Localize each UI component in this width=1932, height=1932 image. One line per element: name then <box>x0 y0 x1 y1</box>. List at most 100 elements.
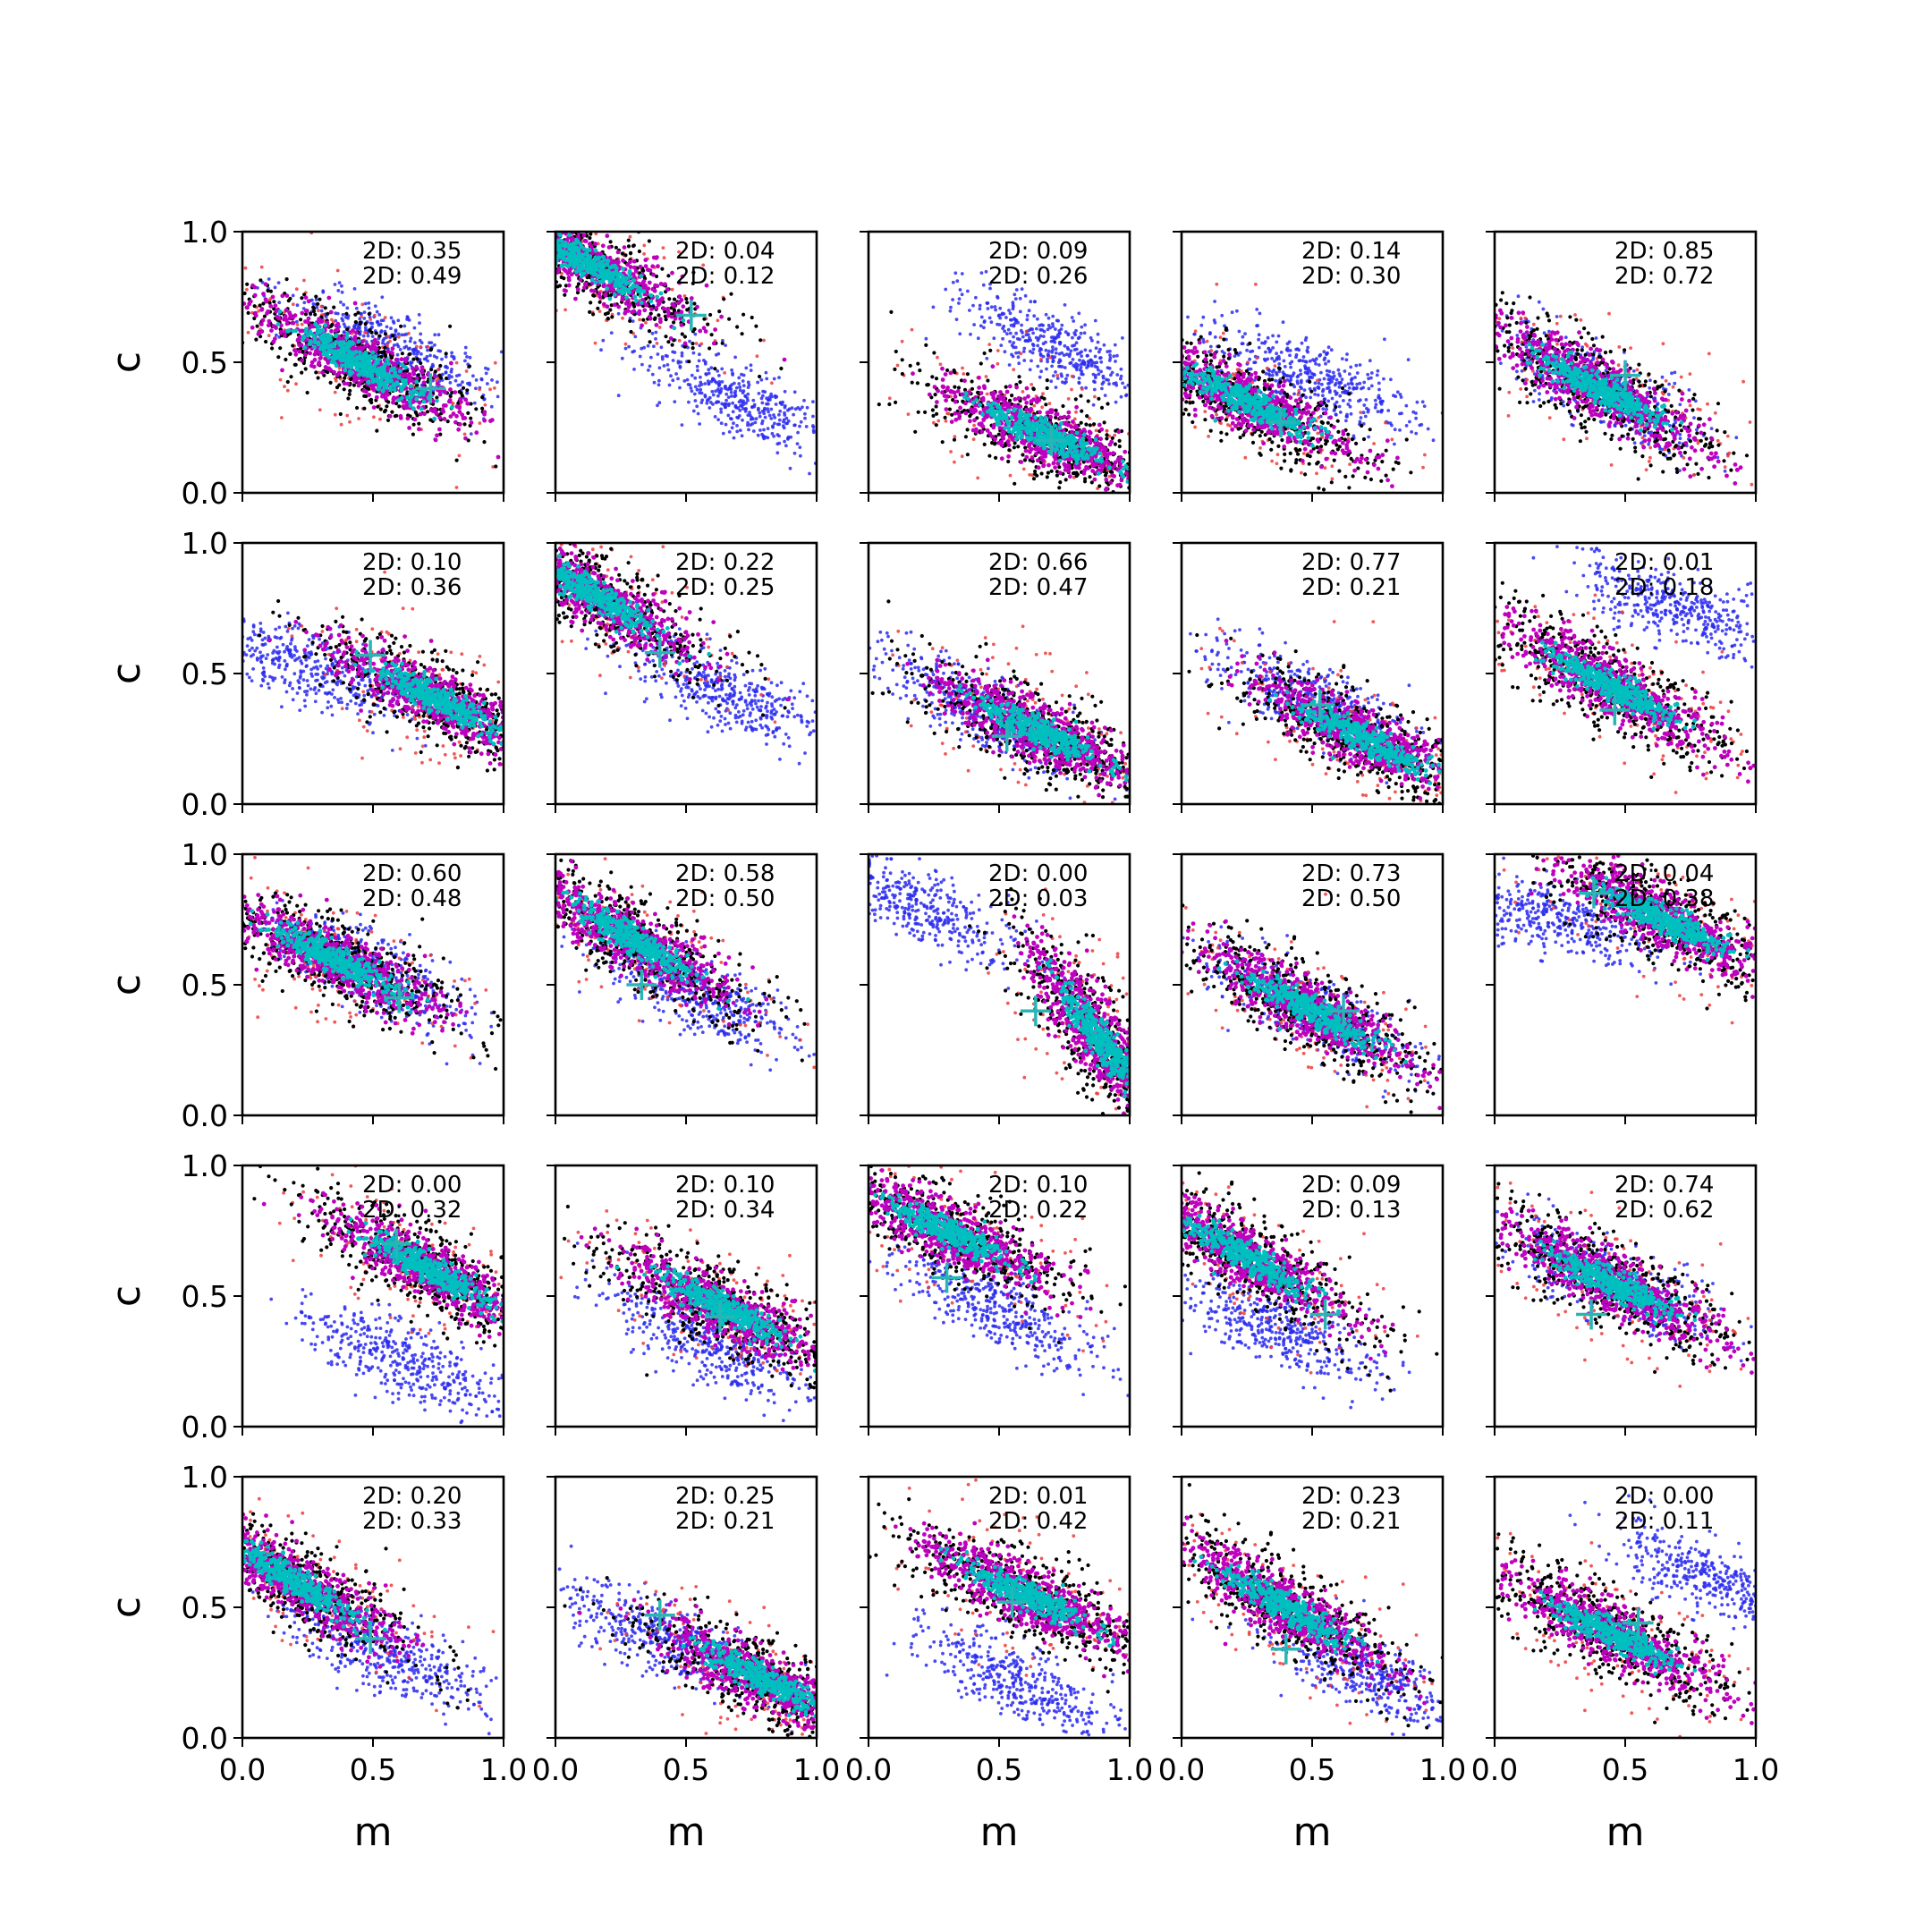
annotation-2d: 2D: 0.74 <box>1614 1172 1714 1199</box>
true-value-marker <box>1623 1607 1654 1639</box>
x-tick-label: 0.0 <box>219 1752 266 1787</box>
x-axis-label: m <box>354 1809 393 1855</box>
annotation-2d: 2D: 0.21 <box>675 1508 775 1535</box>
true-value-marker <box>381 1228 412 1259</box>
scatter-points <box>869 599 1130 804</box>
true-value-marker <box>1036 425 1067 456</box>
scatter-points <box>242 232 504 489</box>
y-axis-label: c <box>104 1285 149 1307</box>
x-tick-label: 1.0 <box>793 1752 840 1787</box>
true-value-marker <box>1304 690 1335 721</box>
y-tick-label: 0.5 <box>182 657 228 691</box>
x-axis-label: m <box>1606 1809 1645 1855</box>
scatter-points <box>1182 1483 1443 1737</box>
x-tick-label: 0.5 <box>1602 1752 1648 1787</box>
annotation-2d: 2D: 0.14 <box>1301 238 1401 265</box>
scatter-points <box>1495 1494 1756 1738</box>
annotation-2d: 2D: 0.25 <box>675 1483 775 1510</box>
y-tick-label: 0.5 <box>182 1279 228 1314</box>
annotation-2d: 2D: 0.85 <box>1614 238 1714 265</box>
y-tick-label: 0.5 <box>182 1590 228 1625</box>
annotation-2d: 2D: 0.12 <box>675 263 775 290</box>
annotation-2d: 2D: 0.50 <box>1301 886 1401 912</box>
annotation-2d: 2D: 0.35 <box>362 238 462 265</box>
annotation-2d: 2D: 0.10 <box>988 1172 1088 1199</box>
annotation-2d: 2D: 0.13 <box>1301 1197 1401 1224</box>
true-value-marker <box>355 1623 386 1655</box>
annotation-2d: 2D: 0.62 <box>1614 1197 1714 1224</box>
x-tick-label: 0.5 <box>976 1752 1022 1787</box>
scatter-points <box>877 269 1130 493</box>
scatter-points <box>1182 282 1443 492</box>
annotation-2d: 2D: 0.50 <box>675 886 775 912</box>
true-value-marker <box>384 982 415 1013</box>
x-tick-label: 1.0 <box>480 1752 527 1787</box>
x-axis-label: m <box>667 1809 706 1855</box>
scatter-points <box>869 1165 1130 1398</box>
annotation-2d: 2D: 0.42 <box>988 1508 1088 1535</box>
y-tick-label: 0.0 <box>182 1410 228 1445</box>
scatter-points <box>242 855 503 1072</box>
true-value-marker <box>704 1301 735 1333</box>
x-tick-label: 1.0 <box>1106 1752 1153 1787</box>
x-tick-label: 0.0 <box>845 1752 892 1787</box>
true-value-marker <box>355 640 386 671</box>
y-tick-label: 1.0 <box>182 215 228 250</box>
annotation-2d: 2D: 0.09 <box>1301 1172 1401 1199</box>
annotation-2d: 2D: 0.21 <box>1301 574 1401 601</box>
y-axis-label: c <box>104 1597 149 1618</box>
annotation-2d: 2D: 0.00 <box>362 1172 462 1199</box>
annotation-2d: 2D: 0.10 <box>675 1172 775 1199</box>
true-value-marker <box>644 1599 675 1631</box>
annotation-2d: 2D: 0.73 <box>1301 860 1401 887</box>
annotation-2d: 2D: 0.60 <box>362 860 462 887</box>
scatter-points <box>869 854 1130 1115</box>
annotation-2d: 2D: 0.33 <box>362 1508 462 1535</box>
scatter-points <box>555 543 817 766</box>
annotation-2d: 2D: 0.18 <box>1614 574 1714 601</box>
annotation-2d: 2D: 0.38 <box>1614 886 1714 912</box>
y-tick-label: 1.0 <box>182 526 228 561</box>
x-tick-label: 0.0 <box>1158 1752 1205 1787</box>
y-tick-label: 0.0 <box>182 476 228 511</box>
scatter-points <box>252 1165 504 1425</box>
x-tick-label: 0.0 <box>1471 1752 1518 1787</box>
annotation-2d: 2D: 0.00 <box>1614 1483 1714 1510</box>
annotation-2d: 2D: 0.09 <box>988 238 1088 265</box>
true-value-marker <box>626 970 657 1000</box>
true-value-marker <box>1578 877 1609 909</box>
y-tick-label: 0.0 <box>182 787 228 822</box>
true-value-marker <box>1020 996 1051 1027</box>
annotation-2d: 2D: 0.04 <box>675 238 775 265</box>
true-value-marker <box>1610 360 1640 391</box>
annotation-2d: 2D: 0.47 <box>988 574 1088 601</box>
scatter-points <box>1495 854 1756 1025</box>
scatter-points <box>557 1544 817 1738</box>
scatter-points <box>559 1204 817 1422</box>
annotation-2d: 2D: 0.10 <box>362 549 462 576</box>
true-value-marker <box>1270 1633 1301 1665</box>
annotation-2d: 2D: 0.26 <box>988 263 1088 290</box>
true-value-marker <box>991 721 1022 752</box>
y-axis-label: c <box>104 974 149 996</box>
true-value-marker <box>1265 407 1296 438</box>
annotation-2d: 2D: 0.22 <box>675 549 775 576</box>
x-tick-label: 0.0 <box>532 1752 579 1787</box>
